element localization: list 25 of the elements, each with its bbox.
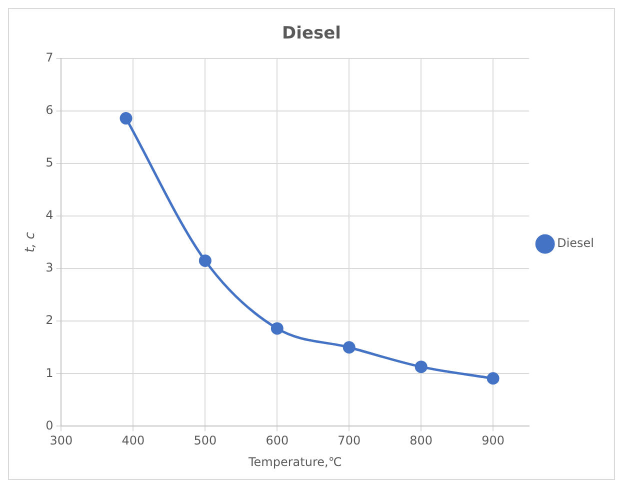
point — [120, 112, 132, 125]
x-tick-label: 700 — [338, 434, 361, 448]
y-tick-label: 5 — [46, 156, 54, 170]
x-axis-title: Temperature,℃ — [248, 454, 342, 469]
legend-label: Diesel — [557, 236, 594, 250]
x-tick-label: 900 — [482, 434, 505, 448]
y-tick-label: 3 — [46, 260, 54, 275]
point — [414, 360, 428, 374]
point — [198, 254, 212, 267]
y-axis-title: t, c — [23, 232, 38, 253]
y-tick-label: 0 — [46, 418, 54, 432]
y-tick-label: 1 — [46, 366, 54, 380]
point — [342, 341, 356, 354]
x-tick-label: 300 — [50, 434, 73, 448]
point — [486, 372, 500, 385]
y-tick-label: 2 — [46, 313, 54, 328]
x-tick-label: 400 — [122, 434, 145, 448]
x-tick-label: 800 — [410, 434, 433, 448]
x-tick-label: 600 — [266, 434, 289, 448]
point — [270, 322, 284, 335]
y-tick-label: 6 — [46, 103, 54, 118]
chart-title: Diesel — [282, 24, 341, 44]
y-tick-label: 7 — [46, 50, 54, 65]
y-tick-label: 4 — [46, 208, 54, 222]
x-tick-label: 500 — [194, 434, 217, 448]
